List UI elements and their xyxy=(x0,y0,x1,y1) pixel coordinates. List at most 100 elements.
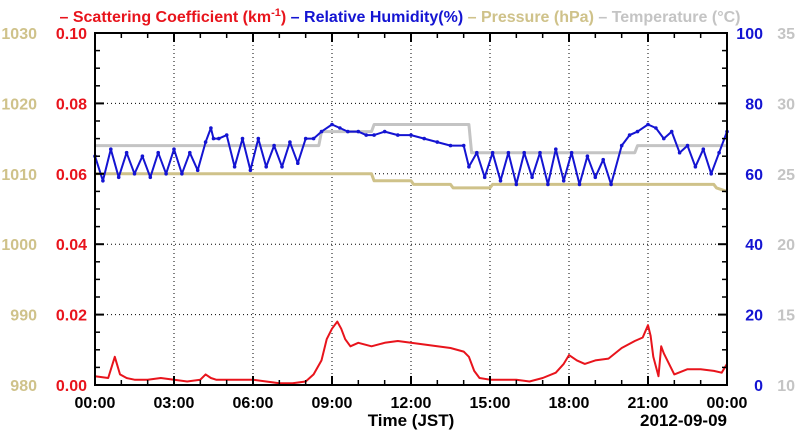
data-point xyxy=(248,168,253,173)
x-tick-label: 03:00 xyxy=(154,395,195,412)
data-point xyxy=(372,133,376,137)
y-tick-label-humidity: 0 xyxy=(754,378,763,395)
y-tick-label-humidity: 20 xyxy=(745,308,763,325)
series-relative-humidity xyxy=(93,122,729,187)
data-point xyxy=(288,140,292,144)
data-point xyxy=(435,140,440,144)
y-tick-label-temperature: 30 xyxy=(777,96,795,113)
y-tick-label-temperature: 35 xyxy=(777,26,795,43)
y-tick-label-pressure: 1000 xyxy=(1,237,37,254)
y-tick-label-humidity: 100 xyxy=(736,26,763,43)
data-point xyxy=(356,129,361,134)
date-label: 2012-09-09 xyxy=(640,411,727,430)
data-point xyxy=(522,150,526,155)
y-tick-label-pressure: 1020 xyxy=(1,96,37,113)
data-point xyxy=(627,133,632,137)
data-point xyxy=(164,172,168,176)
legend-label-end: ) xyxy=(281,9,286,26)
y-tick-label-temperature: 15 xyxy=(777,308,795,325)
data-point xyxy=(461,143,466,148)
data-point xyxy=(338,126,342,130)
data-point xyxy=(330,122,334,127)
x-tick-label: 12:00 xyxy=(391,395,432,412)
data-point xyxy=(593,175,598,180)
data-point xyxy=(140,154,145,158)
x-tick-label: 06:00 xyxy=(233,395,274,412)
data-point xyxy=(685,143,690,148)
data-point xyxy=(296,161,300,165)
y-tick-label-scattering: 0.06 xyxy=(56,167,87,184)
data-point xyxy=(482,175,487,180)
data-point xyxy=(240,136,245,141)
data-point xyxy=(467,165,471,169)
chart-grid xyxy=(95,33,727,385)
x-tick-label: 09:00 xyxy=(312,395,353,412)
legend-entry-temperature-c: – Temperature (°C) xyxy=(594,9,741,26)
data-point xyxy=(346,129,350,134)
data-point xyxy=(554,147,558,151)
data-point xyxy=(546,182,550,187)
data-point xyxy=(396,133,400,137)
data-point xyxy=(490,150,495,155)
y-tick-label-pressure: 990 xyxy=(10,308,37,325)
data-point xyxy=(382,129,387,134)
y-tick-label-scattering: 0.00 xyxy=(56,378,87,395)
series-line-temperature xyxy=(95,123,727,155)
y-tick-label-temperature: 20 xyxy=(777,237,795,254)
data-point xyxy=(232,165,237,169)
data-point xyxy=(280,165,284,169)
data-point xyxy=(409,133,413,137)
y-tick-label-temperature: 10 xyxy=(777,378,795,395)
y-tick-label-scattering: 0.10 xyxy=(56,26,87,43)
data-point xyxy=(619,143,624,148)
data-point xyxy=(646,122,650,127)
data-point xyxy=(585,154,590,158)
series-line-scattering-coefficient xyxy=(94,320,728,385)
data-point xyxy=(693,165,698,169)
x-axis-title: Time (JST) xyxy=(368,411,455,430)
data-point xyxy=(172,147,176,151)
data-point xyxy=(601,157,605,162)
x-tick-label: 15:00 xyxy=(470,395,511,412)
y-tick-label-humidity: 60 xyxy=(745,167,763,184)
x-tick-label: 00:00 xyxy=(707,395,748,412)
data-point xyxy=(530,175,534,180)
data-point xyxy=(677,150,682,155)
data-point xyxy=(717,150,721,155)
data-point xyxy=(156,150,160,155)
chart-ticks: 00:00 03:00 06:00 09:00 12:00 15:00 18:00 21:00… xyxy=(1,26,795,412)
data-point xyxy=(101,179,105,183)
data-point xyxy=(311,136,316,141)
data-point xyxy=(609,182,613,187)
data-point xyxy=(475,150,479,155)
y-tick-label-scattering: 0.02 xyxy=(56,308,87,325)
data-point xyxy=(109,147,113,151)
data-point xyxy=(364,133,369,137)
data-point xyxy=(264,165,269,169)
data-point xyxy=(448,143,453,148)
data-point xyxy=(303,136,308,141)
data-point xyxy=(224,133,229,137)
data-point xyxy=(654,126,658,130)
y-tick-label-scattering: 0.04 xyxy=(56,237,87,254)
series-temperature xyxy=(95,123,727,155)
chart-series xyxy=(93,122,729,385)
legend-text: – Scattering Coefficient (km-1) – Relati… xyxy=(60,7,741,26)
data-point xyxy=(209,126,213,130)
data-point xyxy=(319,129,324,134)
data-point xyxy=(116,175,121,180)
data-point xyxy=(211,136,216,141)
y-tick-label-humidity: 80 xyxy=(745,96,763,113)
series-line-pressure xyxy=(95,172,728,193)
data-point xyxy=(148,175,153,180)
legend-entry-scattering-coefficient-km: – Scattering Coefficient (km xyxy=(60,9,272,26)
data-point xyxy=(272,143,276,148)
chart-legend: – Scattering Coefficient (km-1) – Relati… xyxy=(60,7,741,26)
y-tick-label-pressure: 1030 xyxy=(1,26,37,43)
data-point xyxy=(561,179,566,183)
x-tick-label: 00:00 xyxy=(75,395,116,412)
data-point xyxy=(538,150,542,155)
data-point xyxy=(506,150,511,155)
data-point xyxy=(577,182,582,187)
